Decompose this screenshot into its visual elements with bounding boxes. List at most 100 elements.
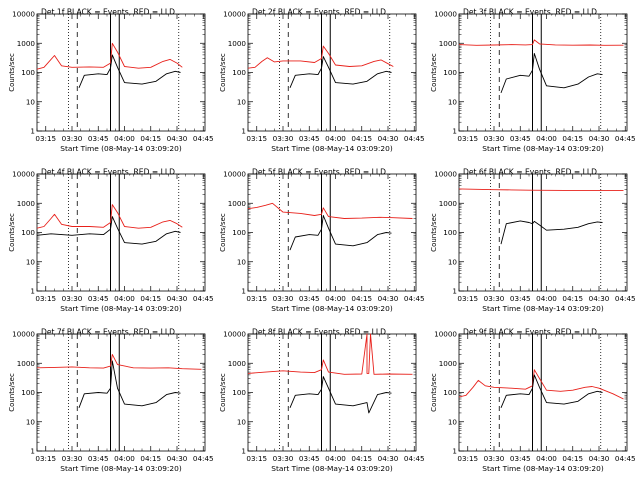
chart-1-x-axis-label: Start Time (08-May-14 03:09:20) [60, 144, 182, 153]
chart-5-x-tick-label: 04:45 [404, 294, 425, 303]
chart-9-series-events [500, 374, 603, 408]
chart-panel-1: 1 10 100 1000 10000 03:15 03:30 03:45 04:00 04:15… [8, 8, 214, 154]
chart-1-title: Det 1f BLACK = Events, RED = LLD [41, 8, 175, 17]
chart-3-plot-frame [458, 13, 628, 132]
chart-7-series-events [78, 360, 181, 408]
chart-1-y-tick-label: 1 [30, 127, 35, 136]
chart-9-x-tick-label: 03:45 [510, 454, 531, 463]
chart-3-x-tick-label: 03:15 [457, 134, 478, 143]
chart-2-y-tick-label: 10000 [223, 10, 246, 19]
chart-8-y-tick-label: 1000 [228, 359, 247, 368]
chart-6-x-tick-label: 04:45 [615, 294, 636, 303]
chart-8-x-tick-label: 03:30 [273, 454, 294, 463]
chart-9-x-tick-label: 04:45 [615, 454, 636, 463]
chart-4-x-tick-label: 03:15 [35, 294, 56, 303]
chart-5-plot-frame [247, 173, 417, 292]
chart-2-y-tick-label: 1 [241, 127, 246, 136]
chart-6-y-tick-label: 10 [448, 257, 458, 266]
chart-6-y-tick-label: 1000 [439, 199, 458, 208]
chart-8-x-tick-label: 04:30 [378, 454, 399, 463]
chart-5-x-axis-label: Start Time (08-May-14 03:09:20) [271, 304, 393, 313]
chart-7-x-tick-label: 03:45 [88, 454, 109, 463]
chart-9-x-tick-label: 04:15 [562, 454, 583, 463]
chart-6-y-axis-label: Counts/sec [430, 213, 438, 252]
chart-6-x-tick-label: 03:15 [457, 294, 478, 303]
chart-3-x-tick-label: 04:00 [536, 134, 557, 143]
chart-9-y-tick-label: 1 [452, 447, 457, 456]
chart-3-y-tick-label: 100 [443, 68, 457, 77]
chart-1-y-axis-label: Counts/sec [8, 53, 16, 92]
chart-8-y-tick-label: 10 [237, 417, 247, 426]
chart-1-y-tick-label: 100 [21, 68, 35, 77]
chart-panel-4: 1 10 100 1000 10000 03:15 03:30 03:45 04:00 04:15… [8, 168, 214, 314]
chart-9-y-axis-label: Counts/sec [430, 373, 438, 412]
chart-8-x-tick-label: 04:15 [351, 454, 372, 463]
chart-4-x-tick-label: 04:45 [193, 294, 214, 303]
chart-9-x-tick-label: 03:30 [484, 454, 505, 463]
chart-1-x-tick-label: 03:15 [35, 134, 56, 143]
chart-panel-2: 1 10 100 1000 10000 03:15 03:30 03:45 04:00 04:15… [219, 8, 425, 154]
chart-2-x-tick-label: 03:30 [273, 134, 294, 143]
chart-4-x-tick-label: 03:45 [88, 294, 109, 303]
chart-1-y-tick-label: 10 [26, 97, 36, 106]
chart-5-x-tick-label: 04:30 [378, 294, 399, 303]
chart-6-x-tick-label: 03:30 [484, 294, 505, 303]
chart-4-series-events [36, 216, 181, 245]
chart-2-series-events [289, 56, 392, 88]
chart-7-plot-frame [36, 333, 206, 452]
chart-1-x-tick-label: 04:30 [167, 134, 188, 143]
chart-4-x-tick-label: 04:30 [167, 294, 188, 303]
chart-4-title: Det 4f BLACK = Events, RED = LLD [41, 168, 175, 177]
chart-panel-3: 1 10 100 1000 10000 03:15 03:30 03:45 04:00 04:15… [430, 8, 636, 154]
chart-3-x-tick-label: 04:30 [589, 134, 610, 143]
chart-1-x-tick-label: 04:00 [114, 134, 135, 143]
chart-4-series-lld [36, 204, 183, 229]
chart-2-x-tick-label: 04:00 [325, 134, 346, 143]
chart-5-y-tick-label: 10000 [223, 170, 246, 179]
chart-5-y-tick-label: 10 [237, 257, 247, 266]
chart-3-title: Det 3f BLACK = Events, RED = LLD [463, 8, 597, 17]
chart-1-series-lld [36, 42, 183, 70]
chart-3-y-tick-label: 1000 [439, 39, 458, 48]
chart-panel-8: 1 10 100 1000 10000 03:15 03:30 03:45 04:00 04:15… [219, 328, 425, 474]
chart-6-y-tick-label: 10000 [434, 170, 457, 179]
chart-8-title: Det 8f BLACK = Events, RED = LLD [252, 328, 386, 337]
chart-3-x-tick-label: 03:30 [484, 134, 505, 143]
chart-panel-5: 1 10 100 1000 10000 03:15 03:30 03:45 04:00 04:15… [219, 168, 425, 314]
chart-9-y-tick-label: 100 [443, 388, 457, 397]
chart-panel-9: 1 10 100 1000 10000 03:15 03:30 03:45 04:00 04:15… [430, 328, 636, 474]
chart-2-y-tick-label: 100 [232, 68, 246, 77]
chart-1-x-tick-label: 04:15 [140, 134, 161, 143]
chart-6-series-events [500, 220, 603, 245]
chart-2-x-tick-label: 04:15 [351, 134, 372, 143]
chart-8-y-axis-label: Counts/sec [219, 373, 227, 412]
chart-panel-6: 1 10 100 1000 10000 03:15 03:30 03:45 04:00 04:15… [430, 168, 636, 314]
chart-7-y-tick-label: 1 [30, 447, 35, 456]
chart-2-title: Det 2f BLACK = Events, RED = LLD [252, 8, 386, 17]
chart-4-y-axis-label: Counts/sec [8, 213, 16, 252]
chart-5-x-tick-label: 03:30 [273, 294, 294, 303]
chart-5-x-tick-label: 04:15 [351, 294, 372, 303]
chart-4-y-tick-label: 1 [30, 287, 35, 296]
chart-3-x-tick-label: 04:15 [562, 134, 583, 143]
chart-5-x-tick-label: 03:15 [246, 294, 267, 303]
chart-5-y-tick-label: 100 [232, 228, 246, 237]
chart-3-series-lld [458, 39, 624, 46]
chart-8-y-tick-label: 1 [241, 447, 246, 456]
chart-2-x-tick-label: 03:45 [299, 134, 320, 143]
chart-6-x-axis-label: Start Time (08-May-14 03:09:20) [482, 304, 604, 313]
chart-9-x-tick-label: 04:30 [589, 454, 610, 463]
chart-9-x-axis-label: Start Time (08-May-14 03:09:20) [482, 464, 604, 473]
chart-7-series-lld [36, 353, 202, 370]
chart-7-x-tick-label: 04:30 [167, 454, 188, 463]
chart-6-x-tick-label: 04:00 [536, 294, 557, 303]
chart-1-y-tick-label: 1000 [17, 39, 36, 48]
chart-8-x-tick-label: 03:45 [299, 454, 320, 463]
chart-5-y-tick-label: 1 [241, 287, 246, 296]
chart-6-x-tick-label: 04:30 [589, 294, 610, 303]
chart-7-y-tick-label: 10000 [12, 330, 35, 339]
chart-2-x-tick-label: 04:30 [378, 134, 399, 143]
chart-7-y-axis-label: Counts/sec [8, 373, 16, 412]
chart-5-x-tick-label: 04:00 [325, 294, 346, 303]
chart-2-x-tick-label: 03:15 [246, 134, 267, 143]
